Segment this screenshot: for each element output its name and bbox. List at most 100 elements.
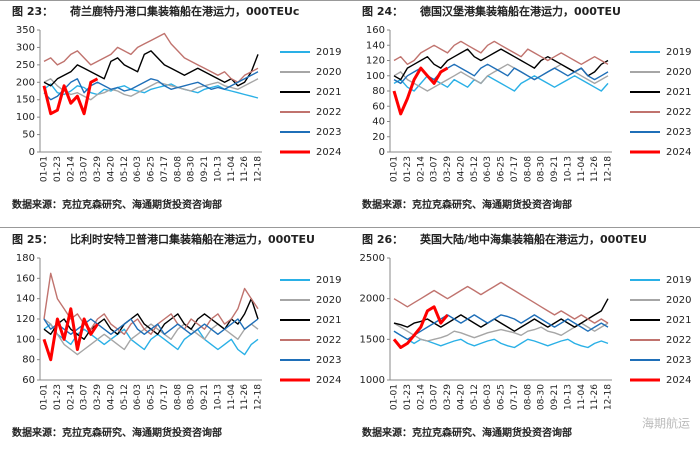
y-tick-label: 300 (16, 42, 35, 53)
x-tick-label: 11-04 (227, 384, 237, 410)
y-tick-label: 160 (16, 273, 35, 284)
y-tick-label: 180 (16, 253, 35, 264)
x-tick-label: 05-12 (120, 156, 130, 182)
source-note: 数据来源：克拉克森研究、海通期货投资咨询部 (12, 198, 222, 211)
legend-label: 2023 (316, 127, 341, 138)
x-tick-label: 06-03 (133, 384, 143, 410)
chart-panel: 图 24： 德国汉堡港集装箱船在港运力，000TEU 数据来源：克拉克森研究、海通期… (362, 4, 691, 211)
x-tick-label: 06-03 (133, 156, 143, 182)
legend-label: 2020 (666, 295, 691, 306)
legend-label: 2019 (666, 47, 691, 58)
series-line (392, 305, 449, 349)
y-tick-label: 120 (366, 56, 385, 67)
series-line (393, 48, 609, 81)
chart-panel: 图 23： 荷兰鹿特丹港口集装箱船在港运力，000TEUc 数据来源：克拉克森研究、… (12, 4, 341, 211)
x-tick-label: 01-23 (53, 156, 63, 182)
legend-label: 2024 (666, 147, 691, 158)
x-tick-label: 03-07 (80, 384, 90, 410)
y-tick-label: 60 (372, 101, 385, 112)
x-tick-label: 06-25 (147, 156, 157, 182)
y-tick-label: 1500 (360, 334, 385, 345)
legend-label: 2019 (316, 47, 341, 58)
figure-label: 图 25： (12, 233, 53, 246)
x-tick-label: 06-25 (497, 384, 507, 410)
y-tick-label: 40 (372, 117, 385, 128)
y-tick-label: 2500 (360, 253, 385, 264)
legend-label: 2020 (666, 67, 691, 78)
x-tick-label: 03-07 (80, 156, 90, 182)
y-tick-label: 150 (16, 95, 35, 106)
chart-title: 德国汉堡港集装箱船在港运力，000TEU (419, 4, 621, 18)
y-tick-label: 100 (16, 112, 35, 123)
x-tick-label: 08-08 (173, 156, 183, 182)
x-tick-label: 04-20 (106, 156, 116, 182)
y-tick-label: 0 (379, 147, 385, 158)
x-tick-label: 07-17 (160, 156, 170, 182)
x-tick-label: 02-14 (416, 384, 426, 410)
x-tick-label: 04-20 (456, 156, 466, 182)
series-line (43, 50, 259, 87)
y-tick-label: 50 (22, 130, 35, 141)
x-tick-label: 06-03 (483, 156, 493, 182)
x-tick-label: 01-01 (390, 156, 400, 182)
legend-label: 2022 (666, 107, 691, 118)
series-line (43, 272, 259, 335)
x-tick-label: 10-13 (563, 156, 573, 182)
legend-label: 2024 (316, 375, 341, 386)
x-tick-label: 02-14 (66, 384, 76, 410)
series-line (43, 71, 259, 101)
x-tick-label: 01-01 (40, 156, 50, 182)
x-tick-label: 03-29 (443, 156, 453, 182)
y-tick-label: 200 (16, 77, 35, 88)
x-tick-label: 06-03 (483, 384, 493, 410)
series-line (392, 66, 449, 116)
x-tick-label: 09-21 (550, 156, 560, 182)
x-tick-label: 01-23 (53, 384, 63, 410)
x-tick-label: 10-13 (213, 384, 223, 410)
series-line (393, 314, 609, 340)
series-line (393, 75, 609, 92)
watermark: 海期航运 (642, 416, 690, 431)
x-tick-label: 08-30 (537, 384, 547, 410)
figure-label: 图 23： (12, 5, 53, 18)
legend-label: 2021 (666, 87, 691, 98)
series-line (393, 281, 609, 324)
x-tick-label: 11-26 (590, 384, 600, 410)
x-tick-label: 01-23 (403, 156, 413, 182)
chart-title: 英国大陆/地中海集装箱船在港运力，000TEU (419, 232, 647, 246)
x-tick-label: 11-26 (240, 156, 250, 182)
x-tick-label: 03-29 (93, 384, 103, 410)
x-tick-label: 12-18 (604, 384, 614, 410)
x-tick-label: 10-13 (563, 384, 573, 410)
legend-label: 2021 (666, 315, 691, 326)
x-tick-label: 01-01 (390, 384, 400, 410)
figure-label: 图 24： (362, 5, 403, 18)
legend-label: 2023 (666, 355, 691, 366)
series-line (43, 32, 259, 83)
legend-label: 2019 (666, 275, 691, 286)
y-tick-label: 100 (16, 334, 35, 345)
series-line (393, 330, 609, 349)
y-tick-label: 140 (366, 40, 385, 51)
y-tick-label: 100 (366, 71, 385, 82)
series-line (393, 322, 609, 342)
legend-label: 2023 (666, 127, 691, 138)
x-tick-label: 07-17 (510, 384, 520, 410)
x-tick-label: 11-26 (590, 156, 600, 182)
x-tick-label: 01-23 (403, 384, 413, 410)
x-tick-label: 11-04 (227, 156, 237, 182)
x-tick-label: 09-21 (200, 384, 210, 410)
x-tick-label: 08-08 (173, 384, 183, 410)
legend-label: 2022 (666, 335, 691, 346)
y-tick-label: 1000 (360, 375, 385, 386)
source-note: 数据来源：克拉克森研究、海通期货投资咨询部 (362, 426, 572, 439)
x-tick-label: 06-25 (147, 384, 157, 410)
x-tick-label: 06-25 (497, 156, 507, 182)
legend-label: 2023 (316, 355, 341, 366)
x-tick-label: 04-20 (106, 384, 116, 410)
chart-title: 比利时安特卫普港口集装箱船在港运力，000TEU (70, 232, 315, 246)
x-tick-label: 02-14 (416, 156, 426, 182)
x-tick-label: 08-30 (187, 384, 197, 410)
series-line (43, 318, 259, 335)
